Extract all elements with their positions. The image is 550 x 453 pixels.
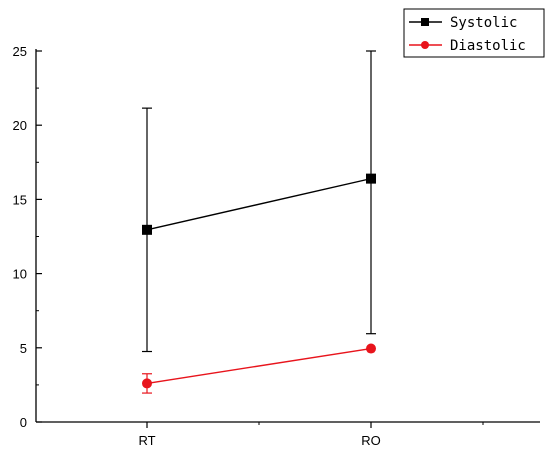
legend-marker [421,41,429,49]
series-diastolic [142,343,376,394]
series-systolic [142,50,376,353]
data-point [366,173,376,184]
series-line [146,347,372,385]
legend-label: Diastolic [450,38,526,54]
legend-item-diastolic: Diastolic [409,38,526,54]
data-point [142,378,152,389]
legend: Systolic Diastolic [403,8,545,58]
series-line [146,177,372,231]
legend-marker [421,18,429,26]
y-tick-label: 5 [20,341,27,356]
y-tick-label: 15 [13,192,27,207]
y-tick-label: 10 [13,267,27,282]
data-point [366,343,376,354]
axes: 0 5 10 15 20 25 RT RO [13,44,540,448]
y-tick-label: 0 [20,415,27,430]
x-tick-label: RT [138,433,155,448]
data-point [142,224,152,235]
y-tick-label: 20 [13,118,27,133]
legend-label: Systolic [450,15,517,31]
y-tick-label: 25 [13,44,27,59]
legend-box [403,8,545,58]
series-layer [142,50,376,394]
legend-item-systolic: Systolic [409,15,517,31]
x-tick-label: RO [361,433,381,448]
